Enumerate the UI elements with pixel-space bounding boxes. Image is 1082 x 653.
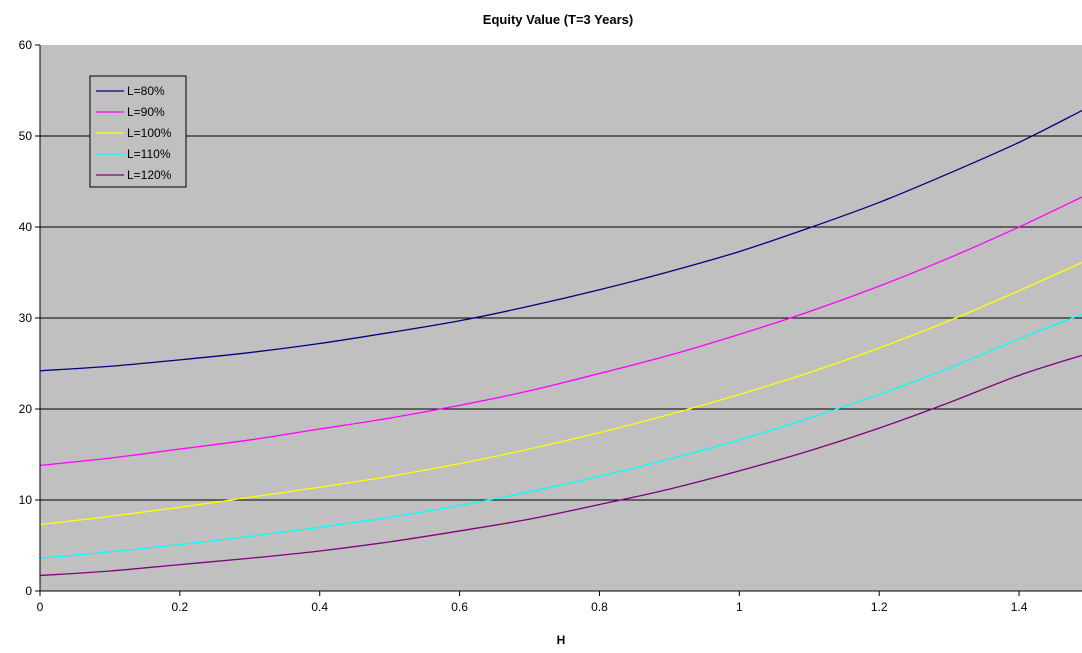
y-tick-label: 40 bbox=[19, 220, 33, 234]
x-tick-label: 0.6 bbox=[451, 600, 468, 614]
legend: L=80% L=90% L=100% L=110% L=120% bbox=[89, 75, 187, 188]
y-axis-ticks: 0 10 20 30 40 50 60 bbox=[19, 38, 40, 598]
y-tick-label: 20 bbox=[19, 402, 33, 416]
x-axis-ticks: 0 0.2 0.4 0.6 0.8 1 1.2 1.4 bbox=[37, 591, 1028, 614]
series-line-4 bbox=[39, 313, 1082, 559]
series-line-3 bbox=[39, 261, 1082, 526]
series-line-5 bbox=[39, 354, 1082, 577]
y-tick-label: 10 bbox=[19, 493, 33, 507]
y-tick-label: 30 bbox=[19, 311, 33, 325]
x-tick-label: 0 bbox=[37, 600, 44, 614]
x-tick-label: 1.2 bbox=[871, 600, 888, 614]
x-tick-label: 0.4 bbox=[311, 600, 328, 614]
series-line-1 bbox=[39, 109, 1082, 372]
legend-label: L=100% bbox=[127, 126, 172, 140]
legend-label: L=90% bbox=[127, 105, 165, 119]
series-line-2 bbox=[39, 196, 1082, 467]
y-tick-label: 0 bbox=[25, 584, 32, 598]
y-tick-label: 50 bbox=[19, 129, 33, 143]
x-tick-label: 1 bbox=[736, 600, 743, 614]
legend-box bbox=[89, 75, 187, 188]
chart-title: Equity Value (T=3 Years) bbox=[483, 12, 633, 27]
x-tick-label: 0.2 bbox=[172, 600, 189, 614]
x-axis-title: H bbox=[557, 633, 566, 647]
series-lines bbox=[39, 109, 1082, 577]
x-tick-label: 1.4 bbox=[1011, 600, 1028, 614]
legend-label: L=80% bbox=[127, 84, 165, 98]
gridlines bbox=[40, 135, 1082, 501]
legend-label: L=110% bbox=[127, 147, 171, 161]
x-tick-label: 0.8 bbox=[591, 600, 608, 614]
legend-label: L=120% bbox=[127, 168, 172, 182]
y-tick-label: 60 bbox=[19, 38, 33, 52]
